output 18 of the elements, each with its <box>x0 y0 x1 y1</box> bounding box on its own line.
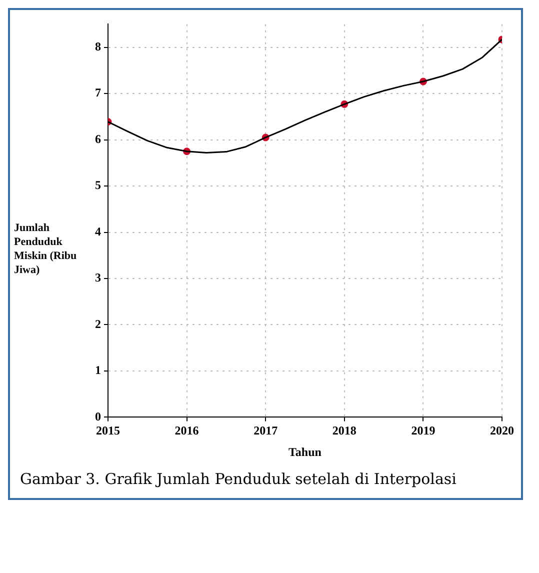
x-tick-label: 2016 <box>174 423 199 438</box>
y-tick-label: 3 <box>95 270 101 285</box>
y-tick-label: 4 <box>95 224 101 238</box>
y-tick-label: 7 <box>95 86 101 100</box>
y-tick-label: 0 <box>95 409 101 424</box>
y-tick-label: 1 <box>95 363 101 378</box>
text: Gambar 3. Grafik Jumlah Penduduk setelah di Interpolasi <box>19 469 458 490</box>
x-tick-label: 2019 <box>411 423 436 438</box>
y-tick-label: 8 <box>95 39 101 54</box>
x-axis-title: Tahun <box>288 444 322 459</box>
x-tick-label: 2017 <box>254 423 278 438</box>
y-tick-label: 2 <box>95 316 101 331</box>
y-tick-label: 5 <box>95 178 101 192</box>
y-axis-title: Jumlah Penduduk Miskin (Ribu Jiwa) <box>14 221 78 277</box>
x-tick-label: 2015 <box>96 423 120 438</box>
x-tick-label: 2020 <box>490 423 514 438</box>
x-tick-label: 2018 <box>332 423 356 438</box>
y-tick-label: 6 <box>95 132 101 146</box>
